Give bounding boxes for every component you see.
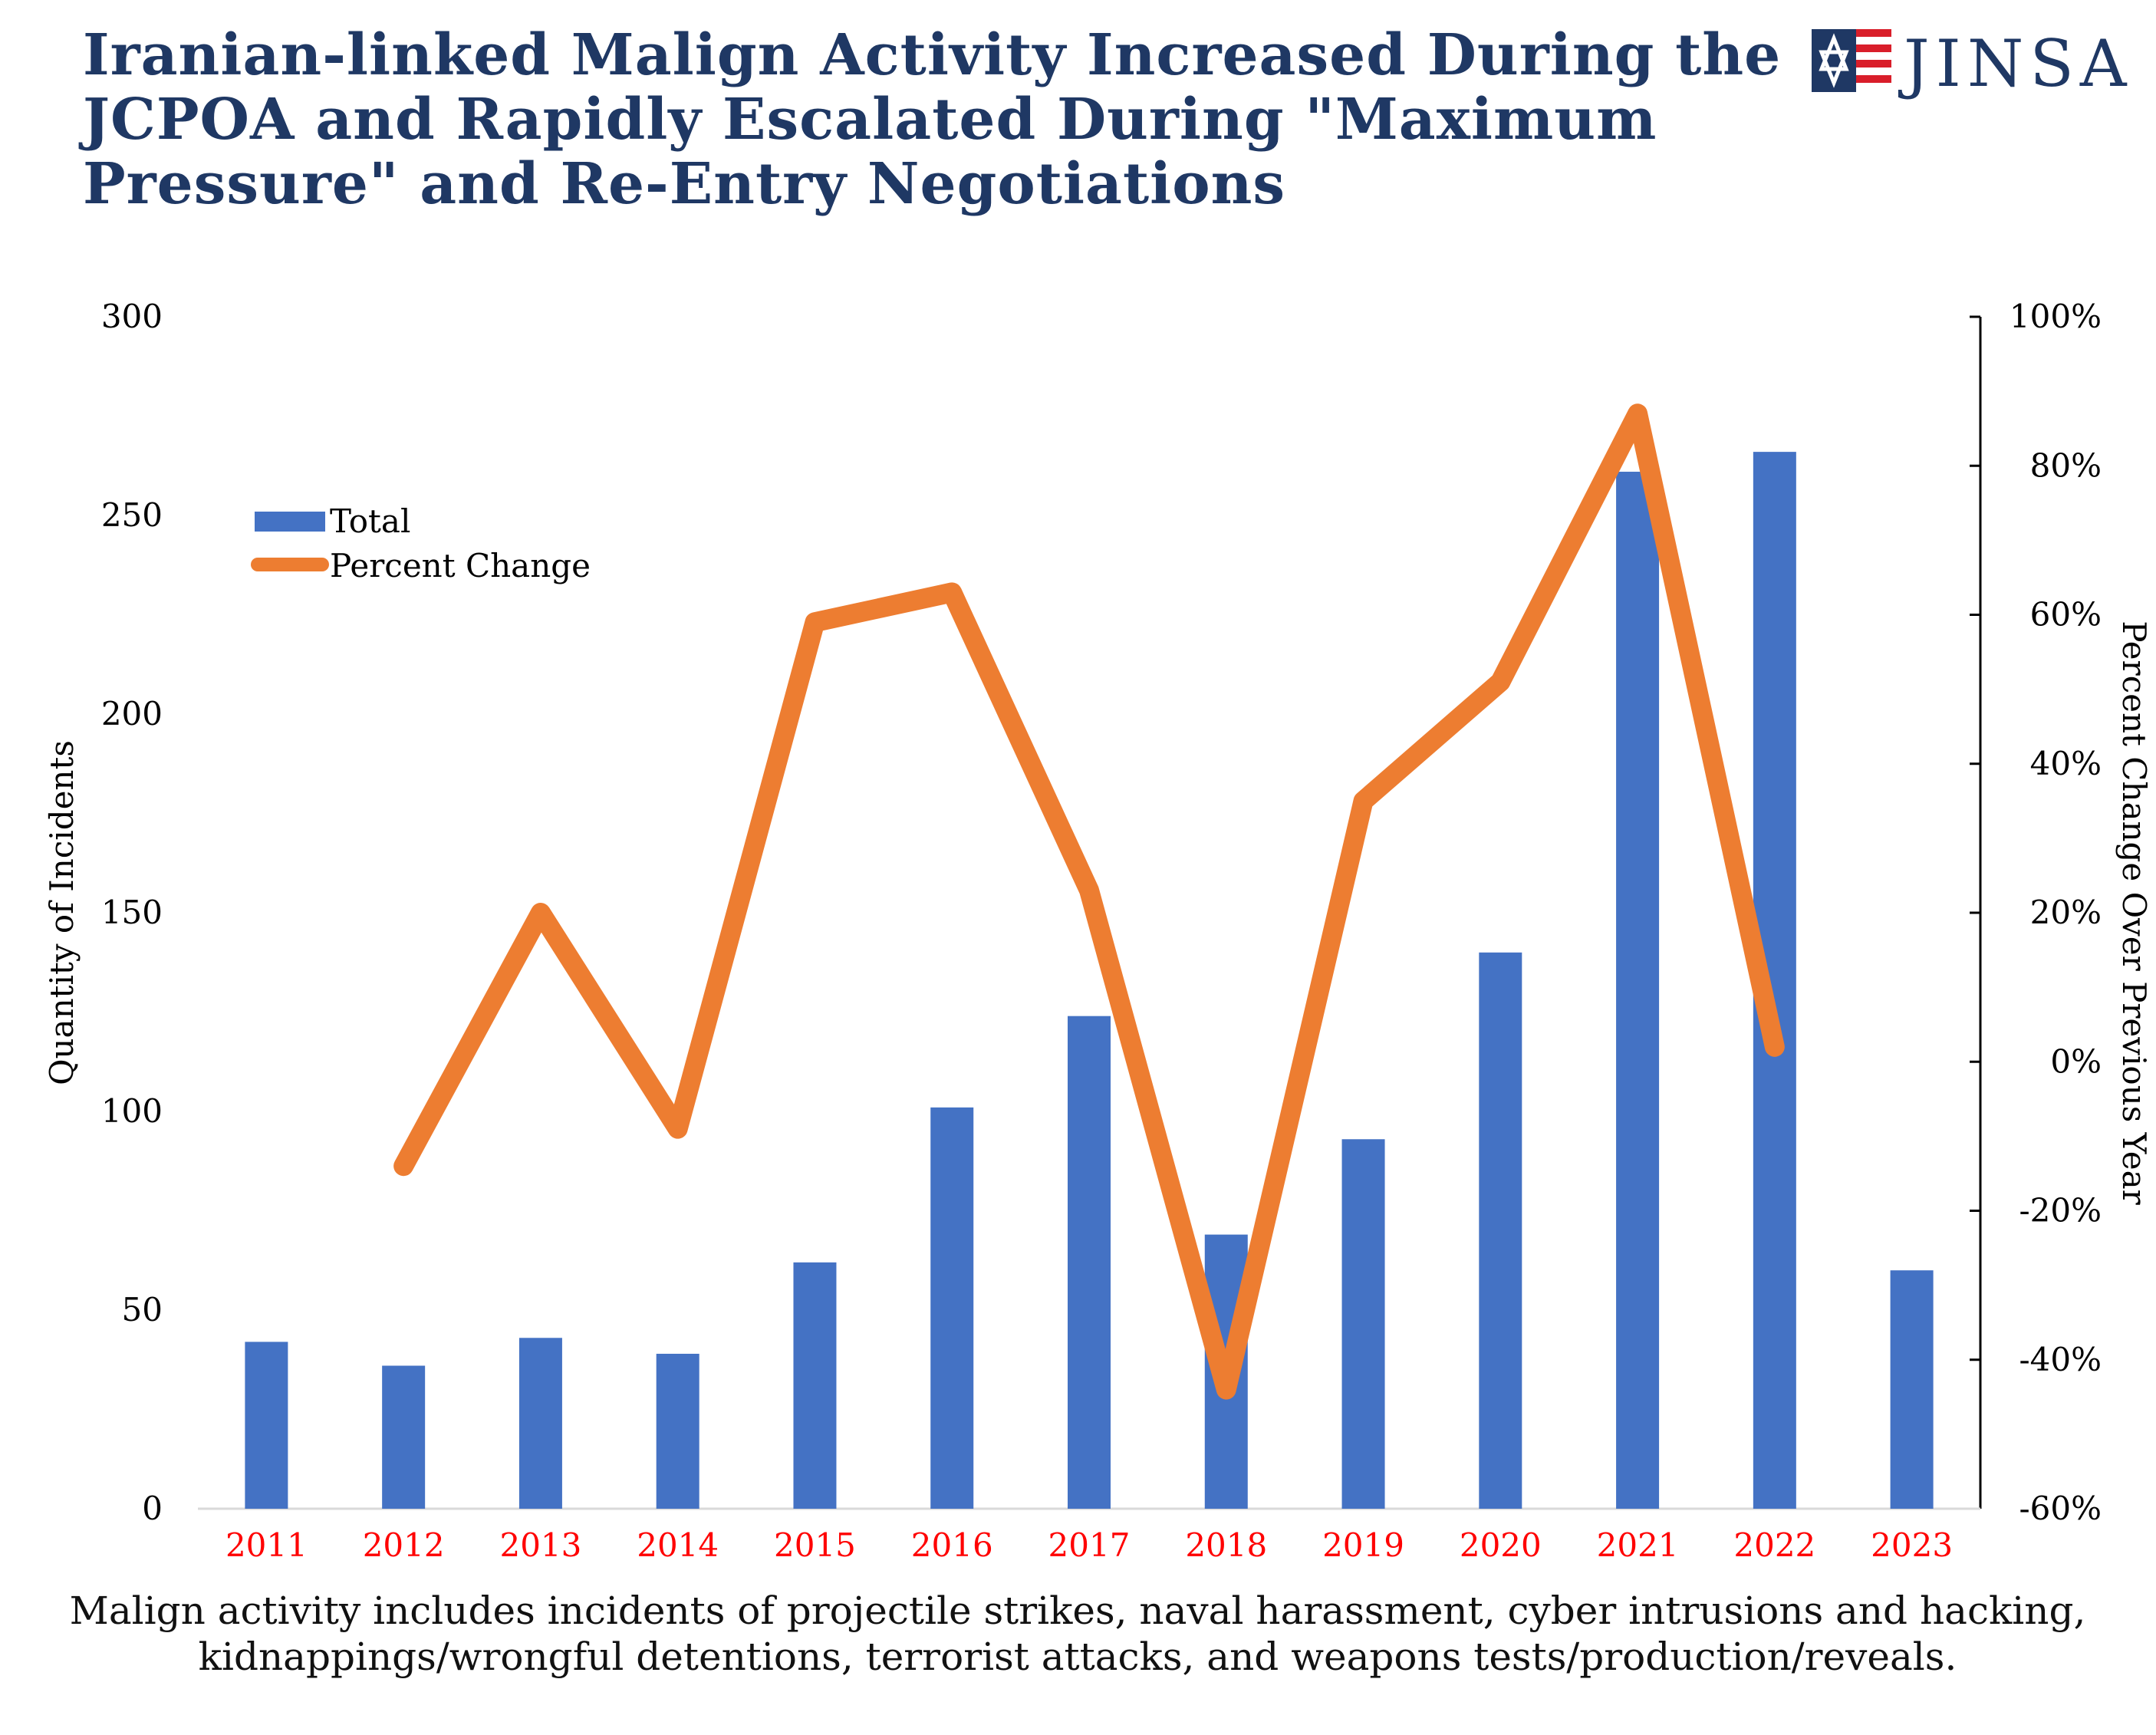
y2-tick-label--20%: -20% bbox=[2019, 1192, 2102, 1230]
x-tick-label-2013: 2013 bbox=[499, 1526, 581, 1564]
x-tick-label-2011: 2011 bbox=[225, 1526, 308, 1564]
y-tick-label-150: 150 bbox=[101, 894, 163, 931]
x-tick-label-2022: 2022 bbox=[1733, 1526, 1815, 1564]
x-tick-label-2012: 2012 bbox=[363, 1526, 445, 1564]
x-tick-label-2017: 2017 bbox=[1048, 1526, 1131, 1564]
bar-2017 bbox=[1068, 1016, 1111, 1509]
y-tick-label-0: 0 bbox=[142, 1490, 163, 1527]
legend-label-percent-change: Percent Change bbox=[330, 547, 591, 584]
y2-tick-label-20%: 20% bbox=[2030, 894, 2102, 931]
bar-2016 bbox=[930, 1107, 974, 1509]
y-tick-label-250: 250 bbox=[101, 496, 163, 534]
chart-title: Iranian-linked Malign Activity Increased… bbox=[83, 22, 1782, 217]
x-tick-label-2016: 2016 bbox=[911, 1526, 993, 1564]
bar-2014 bbox=[656, 1353, 699, 1509]
bar-series-total bbox=[245, 452, 1934, 1509]
y2-tick-label-40%: 40% bbox=[2030, 745, 2102, 782]
y2-tick-label--60%: -60% bbox=[2019, 1490, 2102, 1527]
x-tick-label-2021: 2021 bbox=[1597, 1526, 1679, 1564]
bar-2020 bbox=[1479, 952, 1522, 1509]
y-tick-label-300: 300 bbox=[101, 298, 163, 335]
y-tick-label-200: 200 bbox=[101, 695, 163, 733]
y-axis-label: Quantity of Incidents bbox=[43, 740, 81, 1085]
y2-tick-label-60%: 60% bbox=[2030, 596, 2102, 634]
x-tick-label-2015: 2015 bbox=[774, 1526, 856, 1564]
bar-2021 bbox=[1616, 472, 1660, 1509]
logo-wordmark: JINSA bbox=[1904, 26, 2133, 101]
combo-chart: 0 50 100 150 200 250 300 -60% -40% -20% 0% 20% 40% 6… bbox=[43, 298, 2153, 1564]
x-tick-label-2023: 2023 bbox=[1871, 1526, 1953, 1564]
y2-tick-label-100%: 100% bbox=[2010, 298, 2102, 335]
right-y-axis: -60% -40% -20% 0% 20% 40% 60% 80% 100% bbox=[1970, 298, 2102, 1527]
y2-tick-label-80%: 80% bbox=[2030, 446, 2102, 484]
x-tick-label-2014: 2014 bbox=[637, 1526, 719, 1564]
x-tick-label-2018: 2018 bbox=[1185, 1526, 1267, 1564]
legend-swatch-total bbox=[255, 512, 325, 532]
y-tick-label-50: 50 bbox=[122, 1291, 163, 1328]
left-y-axis: 0 50 100 150 200 250 300 bbox=[101, 298, 163, 1527]
line-series-percent-change bbox=[393, 403, 1785, 1400]
x-tick-label-2020: 2020 bbox=[1460, 1526, 1542, 1564]
bar-2015 bbox=[793, 1262, 837, 1509]
jinsa-logo: JINSA bbox=[1812, 29, 2134, 98]
bar-2023 bbox=[1890, 1270, 1934, 1509]
bar-2011 bbox=[245, 1342, 288, 1509]
bar-2013 bbox=[518, 1338, 562, 1509]
flag-star-icon bbox=[1812, 29, 1891, 92]
legend-label-total: Total bbox=[330, 502, 410, 540]
y2-tick-label--40%: -40% bbox=[2019, 1341, 2102, 1378]
bar-2019 bbox=[1341, 1139, 1385, 1509]
legend: Total Percent Change bbox=[251, 502, 591, 584]
x-tick-label-2019: 2019 bbox=[1322, 1526, 1404, 1564]
y2-axis-label: Percent Change Over Previous Year bbox=[2115, 621, 2153, 1205]
footnote: Malign activity includes incidents of pr… bbox=[69, 1588, 2086, 1679]
y2-tick-label-0%: 0% bbox=[2050, 1042, 2102, 1080]
bar-2012 bbox=[382, 1365, 426, 1509]
y-tick-label-100: 100 bbox=[101, 1092, 163, 1130]
x-axis-ticks: 2011 2012 2013 2014 2015 2016 2017 2018 2019 2020… bbox=[225, 1526, 1953, 1564]
